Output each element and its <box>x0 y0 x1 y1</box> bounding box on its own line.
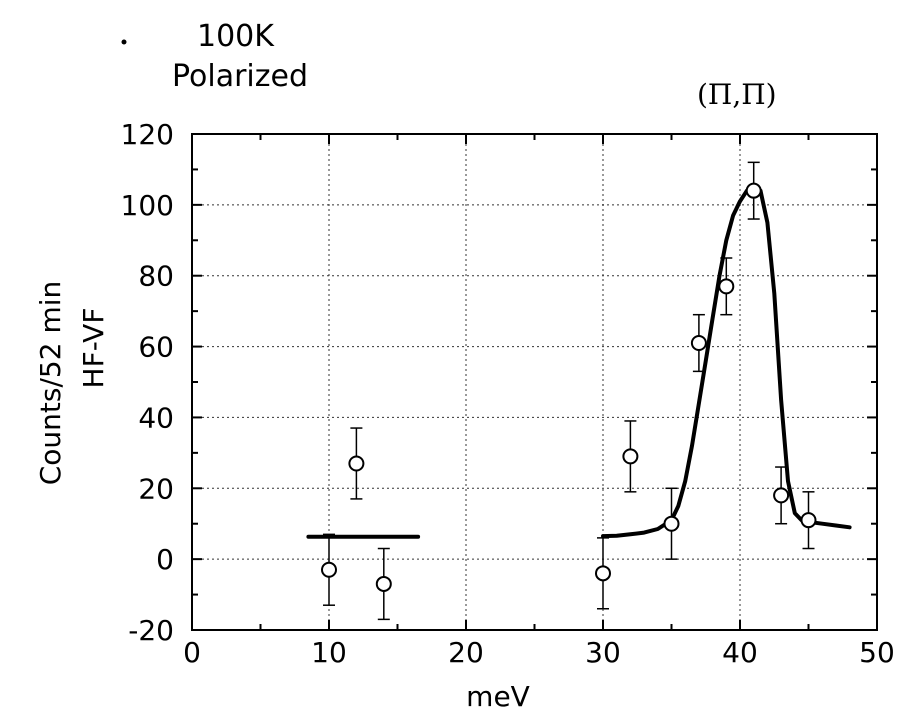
y-tick-label: -20 <box>128 614 174 647</box>
y-tick-label: 0 <box>156 543 174 576</box>
grid <box>192 134 877 630</box>
plot-border <box>191 133 878 631</box>
data-points <box>321 161 817 621</box>
data-point <box>745 182 762 199</box>
plot-frame <box>191 133 878 631</box>
data-point <box>595 565 611 582</box>
q-vector-label: (Π,Π) <box>697 78 777 111</box>
tick-labels: -20 0 20 40 60 80 100 120 0 10 20 30 40 50 <box>121 118 895 669</box>
legend-marker <box>121 39 127 45</box>
data-point <box>321 561 337 578</box>
data-point <box>663 515 680 532</box>
y-axis-label-2: HF-VF <box>77 308 110 389</box>
legend-temperature: 100K <box>197 19 275 54</box>
y-axis-label: Counts/52 min <box>34 281 67 486</box>
data-point <box>348 455 365 472</box>
y-tick-label: 40 <box>138 401 174 434</box>
x-tick-label: 0 <box>183 636 201 669</box>
y-tick-label: 60 <box>138 331 174 364</box>
y-tick-label: 120 <box>121 118 174 151</box>
x-tick-label: 50 <box>859 636 895 669</box>
fit-line <box>601 185 852 539</box>
data-point <box>773 487 790 504</box>
x-tick-label: 30 <box>585 636 621 669</box>
x-tick-label: 10 <box>311 636 347 669</box>
data-point <box>690 335 707 352</box>
y-tick-label: 80 <box>138 260 174 293</box>
x-tick-label: 20 <box>448 636 484 669</box>
y-tick-label: 100 <box>121 189 174 222</box>
data-point <box>800 512 817 529</box>
fit-curves <box>306 185 852 539</box>
legend-polarized: Polarized <box>172 59 308 94</box>
data-point <box>375 575 392 592</box>
data-point <box>718 278 735 295</box>
data-point <box>622 448 639 465</box>
ticks <box>191 133 878 631</box>
y-tick-label: 20 <box>138 472 174 505</box>
x-tick-label: 40 <box>722 636 758 669</box>
x-axis-label: meV <box>466 680 530 713</box>
